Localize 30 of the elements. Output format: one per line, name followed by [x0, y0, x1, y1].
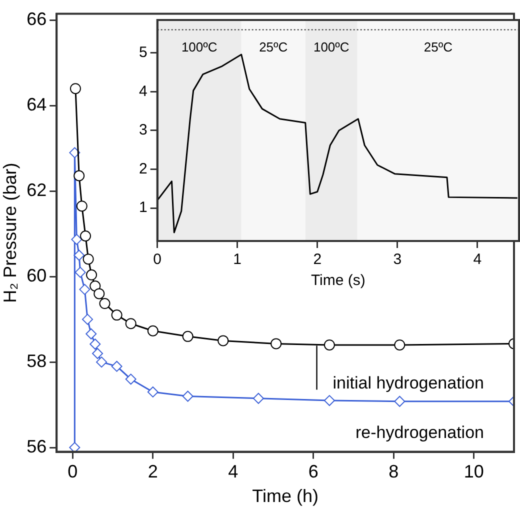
- x-axis-title: Time (h): [252, 486, 318, 506]
- band-label: 100ºC: [313, 40, 350, 55]
- y-tick-label: 3: [139, 122, 148, 139]
- y-axis-title: H₂ Pressure (bar): [0, 162, 20, 303]
- y-tick-label: 1: [139, 199, 148, 216]
- x-tick-label: 8: [388, 462, 399, 482]
- y-tick-label: 58: [26, 351, 47, 372]
- x-axis-title: Time (s): [310, 272, 366, 290]
- y-tick-label: 62: [26, 180, 47, 200]
- y-tick-label: 4: [139, 82, 148, 100]
- series-label: initial hydrogenation: [332, 373, 484, 392]
- y-tick-label: 64: [26, 94, 47, 115]
- y-tick-label: 66: [26, 9, 47, 30]
- x-tick-label: 4: [473, 251, 482, 268]
- y-tick-label: 56: [26, 436, 47, 456]
- x-tick-label: 4: [228, 462, 238, 482]
- x-tick-label: 2: [313, 251, 322, 268]
- band-label: 25ºC: [424, 40, 452, 55]
- x-tick-label: 1: [233, 251, 242, 268]
- band-label: 100ºC: [181, 40, 218, 55]
- y-tick-label: 60: [26, 266, 47, 286]
- band-label: 25ºC: [259, 40, 288, 55]
- x-tick-label: 0: [68, 462, 78, 482]
- series-label: re-hydrogenation: [355, 423, 484, 442]
- x-tick-label: 3: [393, 251, 402, 268]
- x-tick-label: 10: [464, 462, 484, 482]
- y-tick-label: 5: [139, 44, 148, 62]
- x-tick-label: 0: [153, 251, 162, 268]
- x-tick-label: 6: [308, 462, 318, 482]
- y-tick-label: 2: [139, 160, 148, 178]
